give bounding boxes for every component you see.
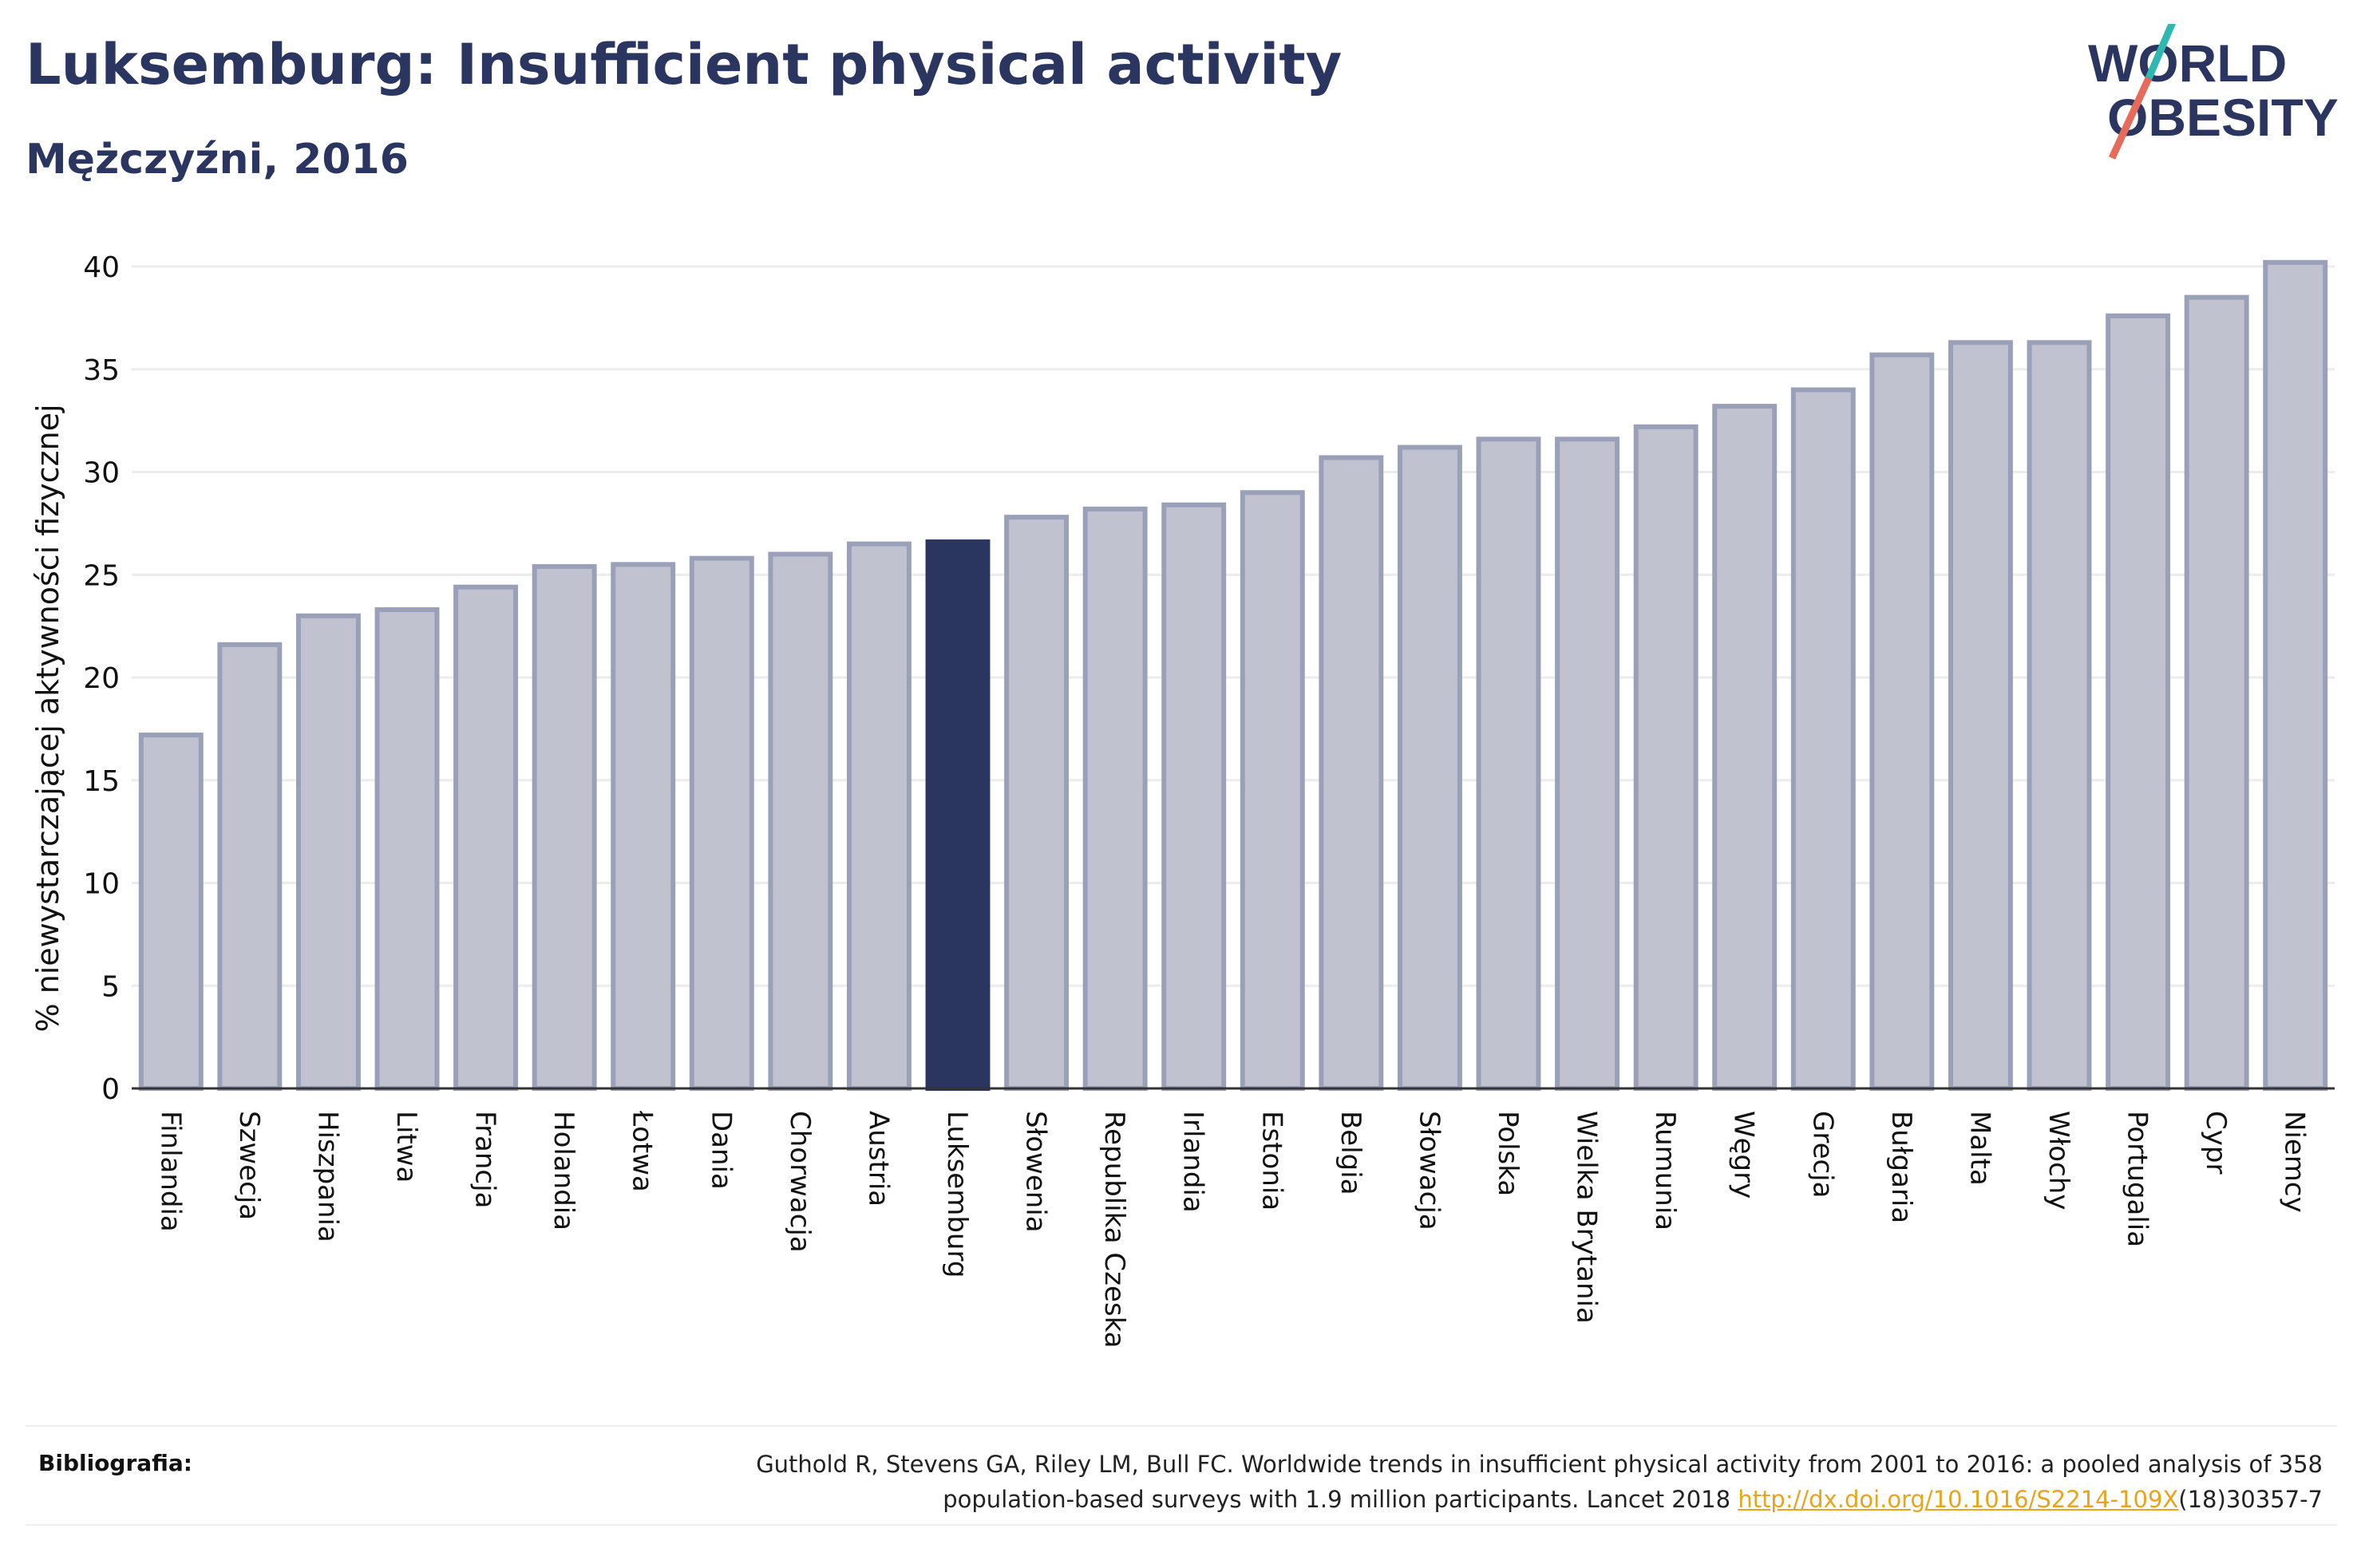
- x-tick-label: Hiszpania: [311, 1111, 343, 1242]
- x-tick-label: Estonia: [1256, 1111, 1287, 1211]
- y-tick-label: 15: [83, 765, 120, 798]
- y-tick-label: 30: [83, 457, 120, 490]
- bar-finlandia: [138, 733, 204, 1091]
- bar-dania: [689, 555, 754, 1091]
- y-tick-label: 25: [83, 559, 120, 592]
- x-tick-label: Polska: [1492, 1111, 1524, 1196]
- x-tick-label: Cypr: [2200, 1111, 2232, 1174]
- bar-bułgaria: [1869, 352, 1935, 1092]
- bibliography-line-1: Guthold R, Stevens GA, Riley LM, Bull FC…: [756, 1451, 2323, 1478]
- bar-republika-czeska: [1082, 506, 1148, 1091]
- x-tick-label: Chorwacja: [784, 1111, 816, 1253]
- bar-irlandia: [1161, 502, 1227, 1091]
- x-tick-label: Rumunia: [1649, 1111, 1681, 1230]
- bibliography-line-2-post: (18)30357-7: [2178, 1486, 2323, 1513]
- bar-włochy: [2027, 340, 2092, 1091]
- x-tick-label: Dania: [705, 1111, 737, 1190]
- x-tick-label: Wielka Brytania: [1571, 1111, 1603, 1324]
- doi-link[interactable]: http://dx.doi.org/10.1016/S2214-109X: [1738, 1486, 2179, 1513]
- divider-bottom: [26, 1524, 2337, 1526]
- x-tick-label: Belgia: [1335, 1111, 1366, 1195]
- y-axis-label: % niewystarczającej aktywności fizycznej: [30, 404, 65, 1033]
- bar-belgia: [1319, 455, 1384, 1091]
- x-tick-label: Łotwa: [627, 1110, 658, 1192]
- logo-slash-coral: [2108, 77, 2153, 160]
- x-tick-labels: Finlandia Szwecja Hiszpania Litwa Francja Hol…: [154, 1110, 2310, 1349]
- logo-slash-teal: [2145, 24, 2177, 80]
- x-tick-label: Litwa: [390, 1111, 422, 1183]
- bibliography-line-2-pre: population-based surveys with 1.9 millio…: [943, 1486, 1738, 1513]
- logo-line-1: WORLD: [2088, 34, 2287, 93]
- x-tick-label: Austria: [862, 1111, 894, 1207]
- bar-hiszpania: [295, 613, 361, 1091]
- x-tick-label: Holandia: [548, 1111, 579, 1230]
- x-tick-label: Malta: [1964, 1111, 1995, 1186]
- y-tick-label: 10: [83, 868, 120, 901]
- bar-holandia: [532, 563, 597, 1091]
- x-tick-label: Bułgaria: [1885, 1111, 1917, 1223]
- bar-wielka-brytania: [1555, 436, 1620, 1091]
- bar-grecja: [1790, 387, 1856, 1091]
- x-tick-label: Węgry: [1728, 1111, 1760, 1199]
- bar-cypr: [2184, 294, 2249, 1091]
- bar-chart: 0 5 10 15 20 25 30 35 40 Finlandia Szwecja Hiszpan…: [83, 251, 2335, 1349]
- x-tick-label: Irlandia: [1177, 1111, 1209, 1213]
- x-tick-label: Włochy: [2043, 1111, 2074, 1210]
- bar-węgry: [1712, 404, 1778, 1092]
- x-tick-label: Luksemburg: [941, 1111, 973, 1278]
- bar-słowenia: [1004, 515, 1070, 1091]
- y-tick-label: 5: [101, 970, 120, 1003]
- bar-szwecja: [217, 642, 283, 1091]
- x-tick-label: Francja: [469, 1111, 501, 1208]
- y-tick-label: 0: [101, 1073, 120, 1106]
- x-tick-label: Grecja: [1806, 1111, 1838, 1198]
- x-tick-label: Republika Czeska: [1098, 1111, 1130, 1349]
- bar-rumunia: [1633, 424, 1699, 1091]
- y-tick-labels: 0 5 10 15 20 25 30 35 40: [83, 251, 120, 1106]
- y-tick-label: 20: [83, 662, 120, 695]
- bar-łotwa: [611, 562, 676, 1091]
- bar-luksemburg: [925, 539, 991, 1091]
- bar-chorwacja: [768, 551, 833, 1091]
- world-obesity-logo: WORLD OBESITY: [2088, 24, 2339, 160]
- x-tick-label: Szwecja: [233, 1111, 265, 1220]
- logo-line-2: OBESITY: [2107, 88, 2339, 147]
- bar-estonia: [1240, 490, 1305, 1091]
- x-tick-label: Słowenia: [1020, 1111, 1052, 1233]
- page-subtitle: Mężczyźni, 2016: [26, 136, 409, 184]
- bibliography-text: Guthold R, Stevens GA, Riley LM, Bull FC…: [487, 1447, 2323, 1517]
- bar-polska: [1476, 436, 1541, 1091]
- page-title: Luksemburg: Insufficient physical activi…: [26, 32, 1343, 97]
- x-tick-label: Niemcy: [2279, 1111, 2311, 1213]
- bar-austria: [846, 541, 912, 1091]
- bibliography-label: Bibliografia:: [38, 1450, 193, 1476]
- bibliography-line-2: population-based surveys with 1.9 millio…: [487, 1482, 2323, 1517]
- x-tick-label: Finlandia: [154, 1111, 186, 1232]
- bar-litwa: [374, 607, 440, 1091]
- bars-layer: [138, 259, 2328, 1092]
- bar-francja: [453, 584, 519, 1091]
- divider-top: [26, 1425, 2337, 1427]
- bar-malta: [1948, 340, 2013, 1091]
- y-tick-label: 35: [83, 354, 120, 387]
- x-tick-label: Portugalia: [2122, 1111, 2153, 1247]
- x-tick-label: Słowacja: [1413, 1111, 1445, 1230]
- bar-słowacja: [1397, 444, 1462, 1091]
- bar-portugalia: [2106, 313, 2171, 1091]
- bar-niemcy: [2263, 259, 2328, 1092]
- y-tick-label: 40: [83, 251, 120, 284]
